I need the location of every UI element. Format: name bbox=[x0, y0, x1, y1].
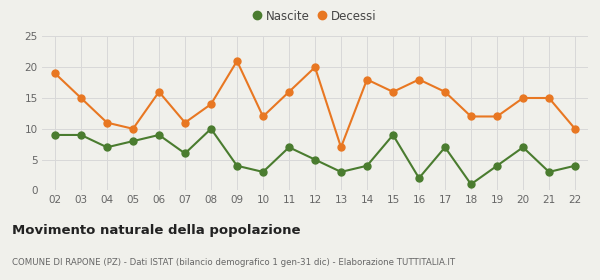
Line: Nascite: Nascite bbox=[52, 125, 578, 188]
Decessi bbox=[364, 78, 371, 81]
Decessi bbox=[130, 127, 137, 130]
Decessi bbox=[181, 121, 188, 124]
Decessi bbox=[520, 96, 527, 100]
Text: Movimento naturale della popolazione: Movimento naturale della popolazione bbox=[12, 224, 301, 237]
Decessi bbox=[103, 121, 110, 124]
Nascite bbox=[520, 146, 527, 149]
Text: COMUNE DI RAPONE (PZ) - Dati ISTAT (bilancio demografico 1 gen-31 dic) - Elabora: COMUNE DI RAPONE (PZ) - Dati ISTAT (bila… bbox=[12, 258, 455, 267]
Decessi bbox=[442, 90, 449, 94]
Nascite bbox=[130, 139, 137, 143]
Nascite bbox=[467, 183, 475, 186]
Line: Decessi: Decessi bbox=[52, 58, 578, 151]
Nascite bbox=[337, 170, 344, 174]
Nascite bbox=[259, 170, 266, 174]
Decessi bbox=[493, 115, 500, 118]
Decessi bbox=[415, 78, 422, 81]
Decessi bbox=[155, 90, 163, 94]
Nascite bbox=[415, 176, 422, 180]
Decessi bbox=[571, 127, 578, 130]
Nascite bbox=[286, 146, 293, 149]
Nascite bbox=[442, 146, 449, 149]
Decessi bbox=[208, 102, 215, 106]
Legend: Nascite, Decessi: Nascite, Decessi bbox=[249, 5, 381, 27]
Nascite bbox=[545, 170, 553, 174]
Nascite bbox=[52, 133, 59, 137]
Nascite bbox=[364, 164, 371, 167]
Nascite bbox=[208, 127, 215, 130]
Nascite bbox=[571, 164, 578, 167]
Nascite bbox=[311, 158, 319, 161]
Decessi bbox=[389, 90, 397, 94]
Nascite bbox=[389, 133, 397, 137]
Nascite bbox=[103, 146, 110, 149]
Decessi bbox=[233, 59, 241, 63]
Decessi bbox=[77, 96, 85, 100]
Nascite bbox=[493, 164, 500, 167]
Decessi bbox=[467, 115, 475, 118]
Nascite bbox=[155, 133, 163, 137]
Nascite bbox=[181, 152, 188, 155]
Decessi bbox=[52, 72, 59, 75]
Decessi bbox=[337, 146, 344, 149]
Decessi bbox=[286, 90, 293, 94]
Decessi bbox=[311, 66, 319, 69]
Nascite bbox=[233, 164, 241, 167]
Decessi bbox=[545, 96, 553, 100]
Decessi bbox=[259, 115, 266, 118]
Nascite bbox=[77, 133, 85, 137]
